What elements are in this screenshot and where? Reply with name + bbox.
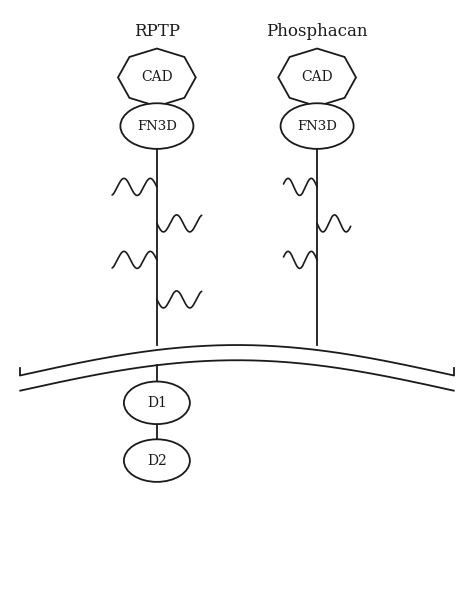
Text: D2: D2 (147, 453, 167, 467)
Text: FN3D: FN3D (297, 120, 337, 133)
Ellipse shape (281, 103, 354, 149)
Text: CAD: CAD (301, 70, 333, 84)
Text: Phosphacan: Phosphacan (266, 23, 368, 40)
Text: D1: D1 (147, 396, 167, 410)
Text: FN3D: FN3D (137, 120, 177, 133)
Ellipse shape (120, 103, 193, 149)
Polygon shape (118, 48, 196, 106)
Ellipse shape (124, 439, 190, 482)
Polygon shape (278, 48, 356, 106)
Text: CAD: CAD (141, 70, 173, 84)
Text: RPTP: RPTP (134, 23, 180, 40)
Ellipse shape (124, 381, 190, 424)
